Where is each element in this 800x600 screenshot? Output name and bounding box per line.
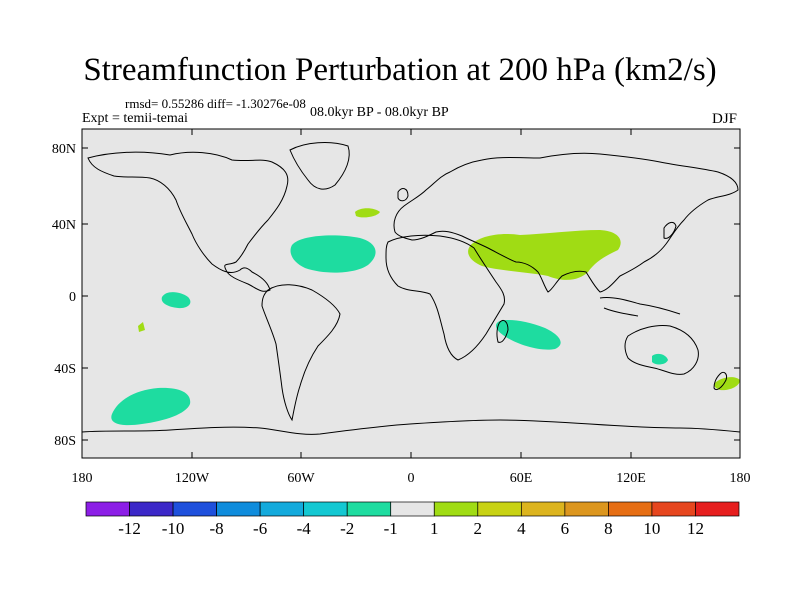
coast-british-isles <box>397 188 409 202</box>
colorbar-label: 2 <box>474 519 483 538</box>
coast-indonesia <box>599 297 681 317</box>
colorbar-swatch <box>172 501 217 517</box>
lon-label: 60W <box>287 471 315 486</box>
coast-antarctica <box>81 419 741 435</box>
lon-label: 60E <box>510 471 533 486</box>
patch-north-atlantic <box>290 235 376 273</box>
colorbar-swatch <box>520 501 566 517</box>
lon-label: 120E <box>616 471 646 486</box>
colorbar-swatch <box>85 501 130 517</box>
colorbar-swatch <box>477 501 522 517</box>
colorbar-label: -12 <box>118 519 141 538</box>
lon-labels: 180 120W 60W 0 60E 120E 180 <box>72 471 751 486</box>
colorbar-label: 4 <box>517 519 526 538</box>
colorbar-swatch <box>695 501 740 517</box>
colorbar <box>85 501 740 517</box>
lat-labels: 80N 40N 0 40S 80S <box>52 142 76 449</box>
lat-label: 40S <box>54 362 76 377</box>
colorbar-label: -2 <box>340 519 354 538</box>
colorbar-swatch <box>303 501 348 517</box>
colorbar-label: -4 <box>297 519 312 538</box>
patch-south-indian <box>495 320 561 350</box>
map-background <box>82 129 740 458</box>
season-label: DJF <box>712 111 738 127</box>
colorbar-label: -6 <box>253 519 267 538</box>
colorbar-swatch <box>651 501 696 517</box>
coast-australia <box>624 325 699 375</box>
lat-label: 0 <box>69 290 76 305</box>
coast-north-america <box>87 151 289 292</box>
map-title: Streamfunction Perturbation at 200 hPa (… <box>83 52 717 88</box>
coast-eurasia <box>393 152 739 293</box>
lon-label: 180 <box>72 471 93 486</box>
period-label: 08.0kyr BP - 08.0kyr BP <box>310 105 449 120</box>
lat-label: 80N <box>52 142 76 157</box>
coast-japan <box>663 221 677 239</box>
lon-label: 120W <box>175 471 210 486</box>
colorbar-swatch <box>433 501 479 517</box>
coast-south-america <box>261 284 341 422</box>
colorbar-label: 1 <box>430 519 439 538</box>
patch-south-australia <box>652 353 668 365</box>
colorbar-label: 8 <box>604 519 613 538</box>
colorbar-swatch <box>390 501 435 517</box>
lon-label: 0 <box>408 471 415 486</box>
coast-africa <box>385 234 505 361</box>
colorbar-label: 12 <box>687 519 704 538</box>
lat-label: 40N <box>52 218 76 233</box>
patch-small-pacific <box>138 322 145 332</box>
colorbar-swatch <box>564 501 609 517</box>
anomaly-patches <box>111 208 740 426</box>
colorbar-label: -1 <box>384 519 398 538</box>
colorbar-label: 6 <box>561 519 570 538</box>
coast-greenland <box>289 142 350 190</box>
patch-mediterranean <box>355 208 380 218</box>
colorbar-swatch <box>129 501 174 517</box>
colorbar-swatch <box>346 501 392 517</box>
patch-south-pacific <box>111 387 191 426</box>
coast-madagascar <box>496 319 509 343</box>
coast-new-zealand <box>713 371 727 391</box>
patch-north-africa-asia <box>468 230 621 280</box>
coastlines <box>81 142 741 435</box>
colorbar-swatch <box>608 501 653 517</box>
lon-label: 180 <box>730 471 751 486</box>
colorbar-label: 10 <box>643 519 660 538</box>
colorbar-swatch <box>216 501 261 517</box>
patch-east-pacific <box>161 292 191 309</box>
lat-label: 80S <box>54 434 76 449</box>
map-ticks <box>81 129 741 458</box>
colorbar-labels: -12 -10 -8 -6 -4 -2 -1 1 2 4 6 8 10 12 <box>118 519 704 538</box>
rmsd-diff-stats: rmsd= 0.55286 diff= -1.30276e-08 <box>125 96 306 111</box>
experiment-label: Expt = temii-temai <box>82 111 188 126</box>
colorbar-swatch <box>259 501 305 517</box>
colorbar-label: -10 <box>162 519 185 538</box>
colorbar-label: -8 <box>210 519 224 538</box>
